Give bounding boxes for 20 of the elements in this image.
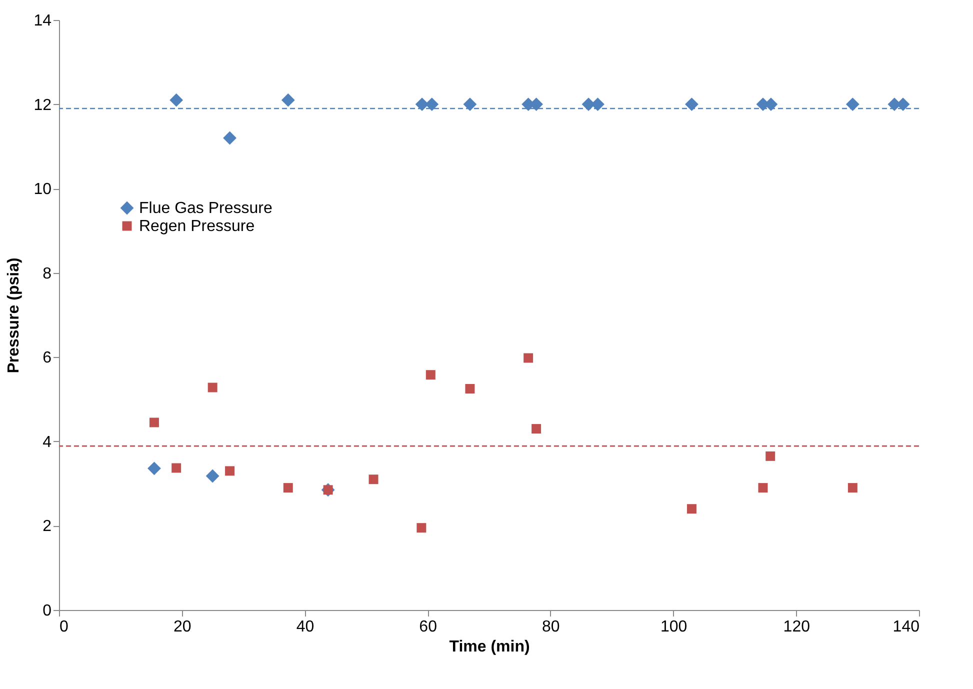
- x-tick-label: 0: [60, 618, 68, 636]
- y-tick-label: 14: [34, 12, 52, 30]
- x-tick-label: 100: [660, 618, 688, 636]
- y-tick-label: 12: [34, 96, 52, 114]
- y-axis-title: Pressure (psia): [6, 258, 23, 374]
- legend-label: Regen Pressure: [139, 218, 255, 235]
- y-tick-label: 4: [42, 434, 52, 451]
- y-tick-label: 10: [34, 181, 52, 198]
- y-tick-label: 6: [42, 350, 52, 367]
- y-tick-label: 2: [42, 518, 52, 536]
- x-tick-label: 60: [419, 618, 438, 636]
- y-tick-label: 8: [42, 265, 52, 282]
- x-tick-label: 20: [173, 618, 192, 636]
- y-tick-label: 0: [42, 602, 52, 620]
- x-tick-label: 140: [892, 618, 920, 636]
- x-axis-title: Time (min): [449, 638, 530, 656]
- legend-label: Flue Gas Pressure: [139, 200, 272, 217]
- x-tick-label: 120: [783, 618, 810, 636]
- x-tick-label: 40: [296, 618, 314, 636]
- x-tick-label: 80: [542, 618, 560, 636]
